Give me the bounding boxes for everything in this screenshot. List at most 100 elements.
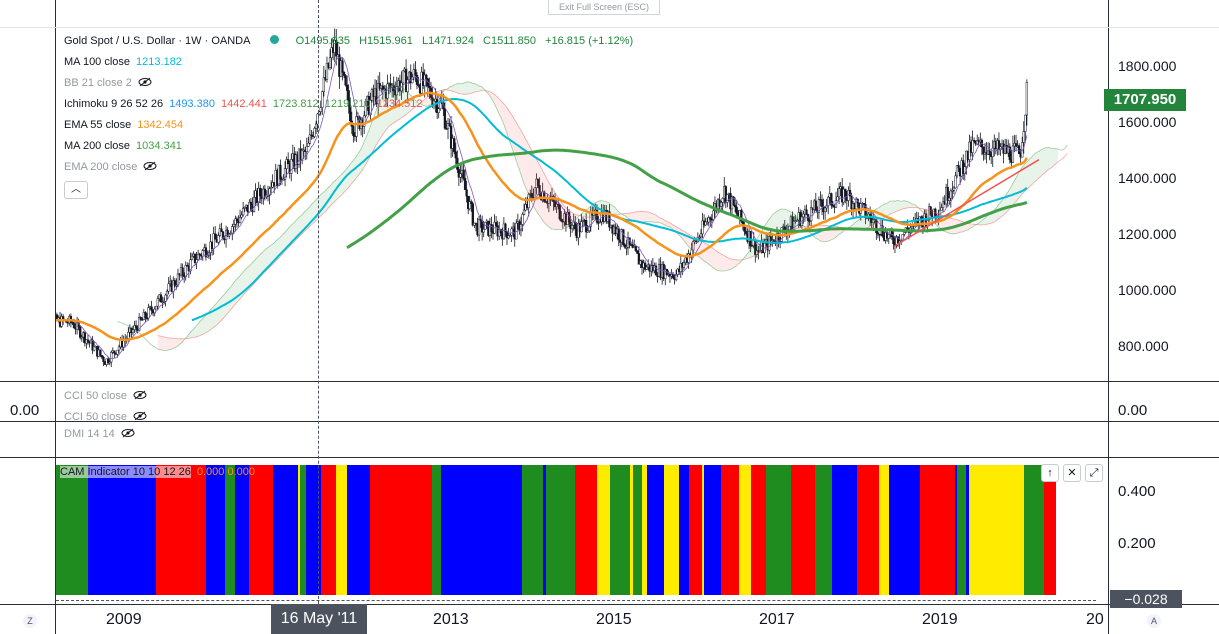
ichimoku-cloud-segment (294, 220, 296, 242)
price-axis-label: 1800.000 (1118, 58, 1177, 75)
ichimoku-cloud-segment (781, 208, 784, 236)
ichimoku-cloud-segment (210, 308, 213, 330)
cam-indicator-histogram[interactable] (56, 465, 1056, 595)
ichimoku-cloud-segment (1034, 152, 1037, 182)
arrow-up-icon[interactable]: ↑ (1041, 464, 1059, 482)
ichimoku-cloud-segment (750, 247, 753, 258)
ichimoku-cloud-segment (159, 335, 161, 350)
indicator-legend-row[interactable]: Ichimoku 9 26 52 26 1493.380 1442.441 1723.… (64, 94, 429, 115)
ichimoku-cloud-segment (1009, 186, 1012, 209)
candle (204, 243, 208, 261)
candle (190, 252, 194, 261)
ichimoku-cloud-segment (967, 223, 970, 230)
ichimoku-cloud-segment (722, 254, 725, 271)
pane-divider-dmi (0, 457, 1219, 458)
candle (401, 70, 405, 94)
ichimoku-cloud-segment (637, 211, 639, 223)
maximize-pane-icon[interactable]: ⤢ (1085, 464, 1103, 482)
candle (437, 107, 440, 119)
candle (249, 198, 253, 210)
collapse-legend-button[interactable]: ︿ (64, 181, 88, 199)
indicator-value: 1493.380 (169, 98, 215, 110)
indicator-legend-row[interactable]: MA 200 close 1034.341 (64, 136, 429, 157)
indicator-legend-row[interactable]: BB 21 close 2 (64, 73, 429, 94)
ichimoku-cloud-segment (176, 338, 178, 347)
ichimoku-cloud-segment (291, 223, 293, 245)
price-chart[interactable] (56, 28, 1108, 381)
price-axis-label: 1400.000 (1118, 170, 1177, 187)
hidden-eye-icon[interactable] (143, 161, 157, 171)
ichimoku-cloud-segment (500, 100, 503, 121)
ichimoku-cloud-segment (857, 219, 860, 230)
dmi-legend[interactable]: DMI 14 14 (64, 424, 135, 445)
close-pane-icon[interactable]: ✕ (1063, 464, 1081, 482)
candle (521, 212, 524, 232)
ichimoku-cloud-segment (966, 222, 968, 231)
ichimoku-cloud-segment (823, 225, 826, 242)
ichimoku-cloud-segment (241, 272, 244, 298)
candle (93, 341, 96, 352)
price-axis-border (1108, 0, 1109, 634)
cam-bar (597, 465, 610, 595)
indicator-legend-row[interactable]: MA 100 close 1213.182 (64, 52, 429, 73)
crosshair-price-label: −0.028 (1110, 590, 1182, 608)
cam-bar (579, 465, 583, 595)
cci-legend-2[interactable]: CCI 50 close (64, 407, 147, 420)
hidden-eye-icon[interactable] (138, 77, 152, 87)
ichimoku-cloud-segment (1023, 163, 1026, 193)
ichimoku-cloud-segment (1019, 169, 1021, 198)
cam-bar (273, 465, 280, 595)
cam-legend[interactable]: CAM Indicator 10 10 12 26 0.000 0.000 (60, 466, 255, 478)
ichimoku-cloud-segment (901, 200, 903, 210)
ichimoku-cloud-segment (983, 218, 985, 225)
candle (313, 126, 316, 139)
ichimoku-cloud-segment (891, 200, 894, 214)
ichimoku-cloud-segment (986, 215, 989, 225)
cam-bar (336, 465, 347, 595)
candle (699, 229, 703, 240)
candle (238, 209, 242, 224)
ichimoku-cloud-segment (527, 141, 529, 196)
auto-scale-toggle-icon[interactable]: A (1147, 614, 1161, 628)
pane-divider-main (0, 381, 1219, 382)
cam-axis-label: 0.200 (1118, 535, 1156, 552)
ichimoku-cloud-segment (545, 176, 548, 226)
indicator-legend-row[interactable]: EMA 55 close 1342.454 (64, 115, 429, 136)
time-axis-label: 2013 (433, 611, 469, 628)
candle (355, 110, 358, 143)
indicator-legend-row[interactable]: EMA 200 close (64, 157, 429, 178)
ichimoku-cloud-segment (553, 190, 556, 230)
candle (377, 75, 380, 116)
ichimoku-cloud-segment (730, 258, 733, 270)
ichimoku-cloud-segment (489, 91, 492, 99)
ichimoku-cloud-segment (359, 148, 362, 174)
ohlc-low: L1471.924 (421, 35, 474, 47)
ichimoku-cloud-segment (1017, 172, 1020, 200)
symbol-title[interactable]: Gold Spot / U.S. Dollar · 1W · OANDA (64, 35, 251, 47)
candle (415, 72, 419, 90)
ichimoku-cloud-segment (767, 218, 770, 246)
ichimoku-cloud-segment (517, 125, 520, 170)
cam-bar (235, 465, 249, 595)
cci-legend-1[interactable]: CCI 50 close (64, 386, 147, 407)
ichimoku-cloud-segment (548, 182, 551, 229)
exit-full-screen-button[interactable]: Exit Full Screen (ESC) (548, 0, 660, 15)
ichimoku-cloud-segment (773, 212, 776, 241)
hidden-eye-icon[interactable] (121, 428, 135, 438)
candle (954, 171, 957, 189)
ichimoku-cloud-segment (461, 83, 464, 95)
candle (892, 229, 895, 250)
candle (654, 262, 658, 276)
hidden-eye-icon[interactable] (133, 411, 147, 420)
cam-bar (347, 465, 357, 595)
candle (796, 218, 799, 222)
cam-bar (456, 465, 469, 595)
candle (395, 76, 398, 101)
hidden-eye-icon[interactable] (133, 390, 147, 400)
timezone-toggle-icon[interactable]: Z (23, 614, 37, 628)
ichimoku-cloud-segment (160, 336, 163, 351)
ichimoku-cloud-segment (662, 218, 664, 225)
ichimoku-cloud-segment (376, 105, 379, 145)
ichimoku-cloud-segment (590, 204, 593, 218)
candle (268, 186, 271, 205)
